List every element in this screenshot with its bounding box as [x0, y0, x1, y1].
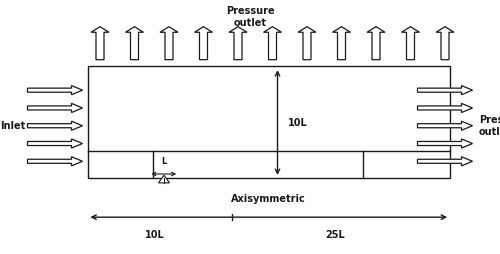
Polygon shape — [418, 121, 472, 130]
Polygon shape — [28, 103, 82, 113]
Polygon shape — [229, 27, 247, 60]
Polygon shape — [28, 86, 82, 95]
Polygon shape — [194, 27, 212, 60]
Text: 10L: 10L — [288, 118, 307, 128]
Polygon shape — [436, 27, 454, 60]
Polygon shape — [418, 103, 472, 113]
Text: Axisymmetric: Axisymmetric — [231, 195, 306, 204]
Polygon shape — [402, 27, 419, 60]
Text: 25L: 25L — [325, 230, 345, 240]
Text: Pressure
outlet: Pressure outlet — [226, 6, 274, 28]
Bar — [88, 66, 450, 178]
Polygon shape — [418, 86, 472, 95]
Polygon shape — [418, 139, 472, 148]
Polygon shape — [264, 27, 281, 60]
Polygon shape — [91, 27, 109, 60]
Polygon shape — [126, 27, 144, 60]
Polygon shape — [28, 121, 82, 130]
Polygon shape — [298, 27, 316, 60]
Polygon shape — [367, 27, 385, 60]
Polygon shape — [28, 157, 82, 166]
Text: 10L: 10L — [145, 230, 165, 240]
Polygon shape — [158, 175, 170, 183]
Polygon shape — [332, 27, 350, 60]
Polygon shape — [28, 139, 82, 148]
Text: L: L — [162, 157, 166, 166]
Polygon shape — [160, 27, 178, 60]
Polygon shape — [418, 157, 472, 166]
Text: Pressure
outlet: Pressure outlet — [479, 115, 500, 137]
Text: Inlet: Inlet — [0, 121, 25, 131]
